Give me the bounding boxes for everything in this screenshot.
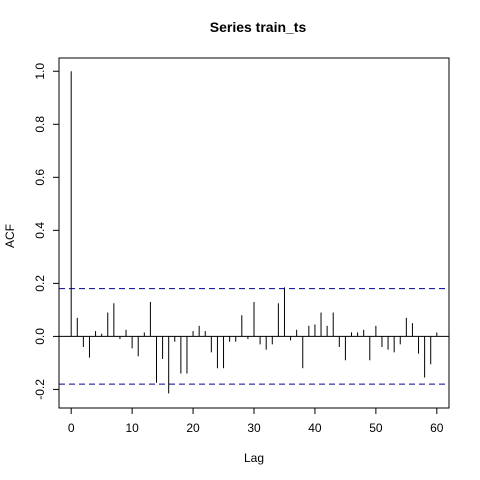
x-tick-label: 20 [186, 421, 200, 435]
y-tick-label: 0.6 [33, 169, 47, 186]
y-tick-label: 0.8 [33, 116, 47, 133]
x-tick-label: 30 [247, 421, 261, 435]
reference-lines [59, 288, 449, 385]
y-axis: -0.2 0.0 0.2 0.4 0.6 0.8 1.0 [33, 63, 59, 400]
plot-frame [58, 57, 450, 409]
chart-title: Series train_ts [210, 19, 307, 35]
acf-bars [70, 71, 438, 394]
x-tick-label: 40 [308, 421, 322, 435]
x-axis: 0 10 20 30 40 50 60 [68, 408, 444, 435]
y-axis-label: ACF [3, 224, 17, 248]
x-tick-label: 50 [369, 421, 383, 435]
y-tick-label: 0.2 [33, 275, 47, 292]
y-tick-label: 0.0 [33, 328, 47, 345]
x-tick-label: 10 [125, 421, 139, 435]
y-tick-label: -0.2 [33, 379, 47, 400]
x-tick-label: 60 [430, 421, 444, 435]
y-tick-label: 1.0 [33, 63, 47, 80]
x-tick-label: 0 [68, 421, 75, 435]
x-axis-label: Lag [244, 451, 264, 465]
y-tick-label: 0.4 [33, 222, 47, 239]
